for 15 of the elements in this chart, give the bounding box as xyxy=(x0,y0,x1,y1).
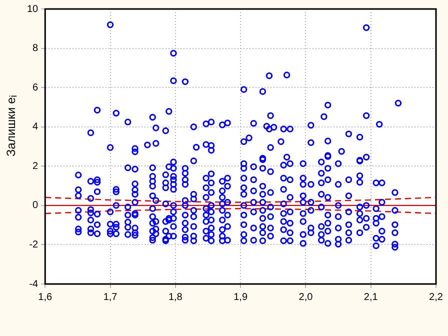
y-tick-label: -4 xyxy=(29,278,39,290)
x-tick-label: 1,7 xyxy=(103,292,118,303)
y-tick-label: 6 xyxy=(32,82,39,94)
y-tick-label: 4 xyxy=(32,122,39,133)
x-tick-label: 1,6 xyxy=(38,292,53,303)
y-tick-label: 10 xyxy=(27,4,39,15)
y-tick-label: -2 xyxy=(29,239,39,250)
y-tick-label: 2 xyxy=(32,160,39,172)
x-tick-label: 2,0 xyxy=(298,292,314,303)
y-tick-label: 0 xyxy=(32,200,39,212)
x-tick-label: 2,1 xyxy=(364,292,378,303)
x-tick-label: 1,8 xyxy=(168,292,183,303)
x-tick-label: 1,9 xyxy=(234,292,248,303)
x-tick-label: 2,2 xyxy=(429,292,444,303)
y-tick-label: 8 xyxy=(32,43,39,54)
